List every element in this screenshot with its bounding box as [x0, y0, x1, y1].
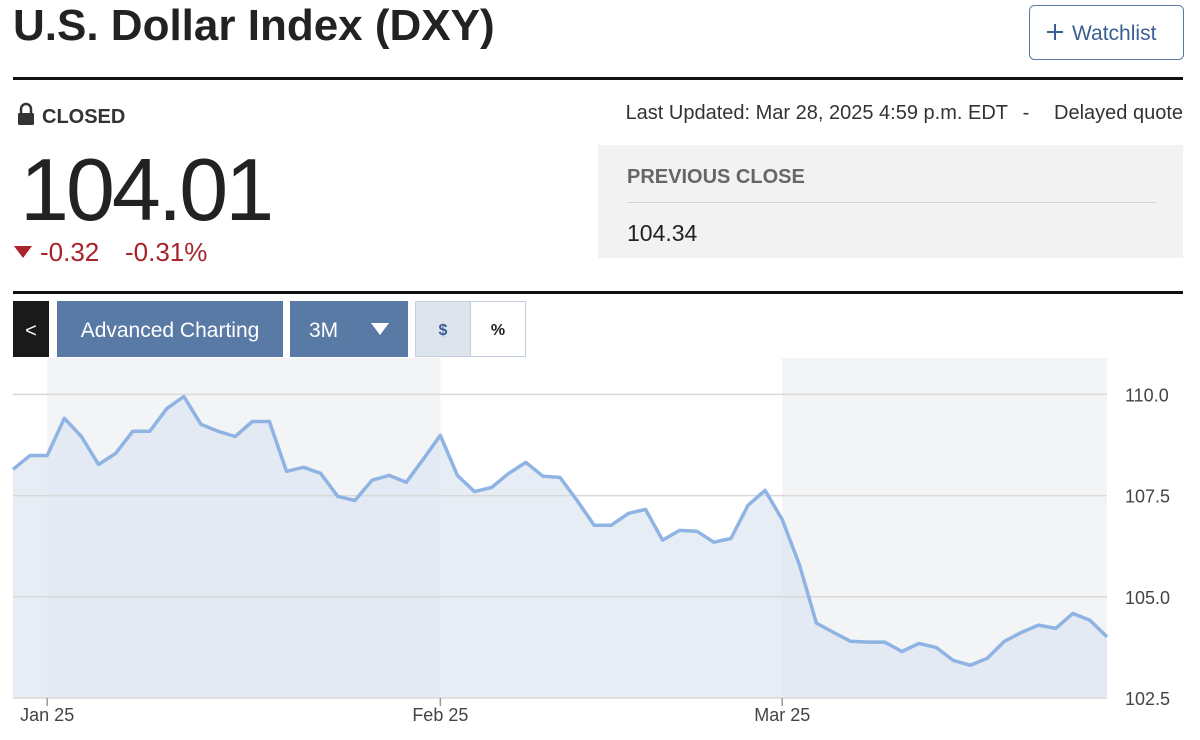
previous-close-value: 104.34 — [627, 220, 698, 246]
delayed-quote: Delayed quote — [1054, 102, 1183, 124]
y-tick-label: 110.0 — [1125, 385, 1169, 405]
range-dropdown[interactable] — [290, 301, 408, 357]
price-line — [11, 394, 1109, 667]
watchlist-button[interactable] — [1029, 5, 1184, 60]
dollar-label: $ — [439, 322, 448, 339]
plus-icon — [1047, 24, 1063, 40]
range-label: 3M — [309, 319, 338, 342]
x-tick-label: Feb 25 — [412, 705, 468, 725]
y-tick-label: 102.5 — [1125, 689, 1170, 709]
percent-toggle[interactable] — [470, 301, 526, 357]
change-percent: -0.31% — [125, 237, 207, 267]
back-label: < — [25, 320, 37, 342]
y-tick-label: 107.5 — [1125, 487, 1170, 507]
watchlist-label: Watchlist — [1072, 22, 1157, 45]
price: 104.01 — [20, 140, 271, 239]
advanced-charting-button[interactable] — [57, 301, 283, 357]
y-tick-label: 105.0 — [1125, 588, 1170, 608]
x-tick-label: Mar 25 — [754, 705, 810, 725]
dropdown-arrow — [371, 323, 389, 335]
change: -0.32 — [40, 237, 99, 267]
separator: - — [1023, 102, 1030, 124]
page-title: U.S. Dollar Index (DXY) — [13, 1, 495, 50]
down-arrow — [14, 246, 32, 258]
rule — [13, 77, 1183, 80]
advanced-charting-label: Advanced Charting — [81, 319, 260, 342]
previous-close-box — [598, 145, 1183, 258]
lock-icon — [18, 102, 34, 125]
previous-close-label: PREVIOUS CLOSE — [627, 166, 805, 188]
rule — [13, 291, 1183, 294]
last-updated: Last Updated: Mar 28, 2025 4:59 p.m. EDT — [626, 102, 1008, 124]
market-status: CLOSED — [42, 106, 125, 128]
back-button[interactable] — [13, 301, 49, 357]
divider — [627, 202, 1156, 203]
percent-label: % — [491, 322, 505, 339]
x-tick-label: Jan 25 — [20, 705, 74, 725]
